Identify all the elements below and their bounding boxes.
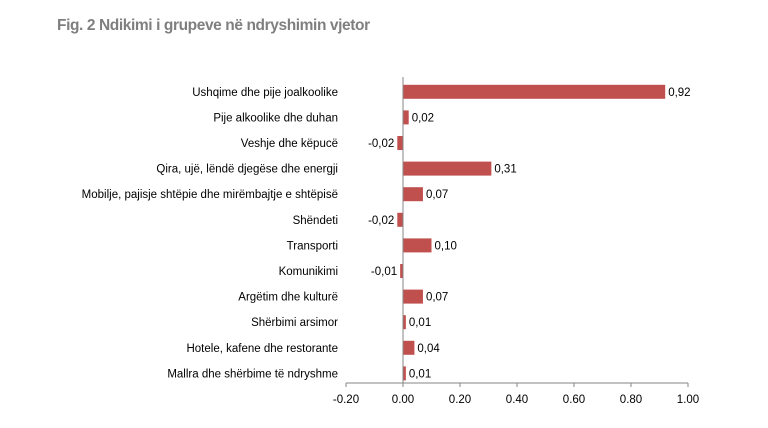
category-label: Veshje dhe këpucë — [241, 138, 338, 150]
x-tick-label: 0.20 — [449, 394, 471, 406]
x-tick-label: 0.40 — [506, 394, 528, 406]
x-tick-label: 0.60 — [563, 394, 585, 406]
axes-group: -0.20 0.00 0.20 0.40 0.60 0.80 1.00 — [333, 77, 699, 406]
bar — [403, 110, 409, 125]
data-label: 0,07 — [426, 189, 448, 201]
category-label: Ushqime dhe pije joalkoolike — [192, 87, 338, 99]
chart-title: Fig. 2 Ndikimi i grupeve në ndryshimin v… — [57, 17, 370, 34]
data-label: 0,01 — [409, 368, 431, 380]
category-label: Transporti — [287, 240, 338, 252]
category-label: Shërbimi arsimor — [251, 317, 338, 329]
category-label: Hotele, kafene dhe restorante — [186, 343, 338, 355]
data-label: 0,01 — [409, 317, 431, 329]
bar — [397, 212, 403, 227]
category-label: Mallra dhe shërbime të ndryshme — [167, 368, 338, 380]
data-label: 0,92 — [668, 87, 690, 99]
data-label: -0,02 — [368, 138, 394, 150]
bar — [403, 366, 406, 381]
data-label: 0,07 — [426, 292, 448, 304]
category-label: Pije alkoolike dhe duhan — [213, 112, 338, 124]
category-label: Shëndeti — [293, 215, 338, 227]
x-tick-label: 1.00 — [677, 394, 699, 406]
bar — [403, 289, 423, 304]
bars-group: Ushqime dhe pije joalkoolike 0,92 Pije alk… — [82, 84, 691, 381]
data-label: 0,31 — [494, 164, 516, 176]
data-label: 0,10 — [435, 240, 457, 252]
bar — [400, 264, 403, 278]
category-label: Komunikimi — [279, 266, 338, 278]
bar — [403, 340, 415, 355]
x-tick-label: 0.80 — [620, 394, 642, 406]
bar — [403, 238, 432, 253]
bar — [403, 315, 406, 330]
bar — [403, 161, 492, 176]
bar — [403, 84, 666, 99]
x-tick-label: -0.20 — [333, 394, 359, 406]
category-label: Argëtim dhe kulturë — [238, 292, 338, 304]
x-tick-label: 0.00 — [392, 394, 414, 406]
data-label: 0,02 — [412, 112, 434, 124]
data-label: -0,01 — [371, 266, 397, 278]
category-label: Mobilje, pajisje shtëpie dhe mirëmbajtje… — [82, 189, 338, 201]
data-label: -0,02 — [368, 215, 394, 227]
bar — [397, 136, 403, 150]
category-label: Qira, ujë, lëndë djegëse dhe energji — [156, 164, 338, 176]
data-label: 0,04 — [417, 343, 440, 355]
bar — [403, 187, 423, 202]
